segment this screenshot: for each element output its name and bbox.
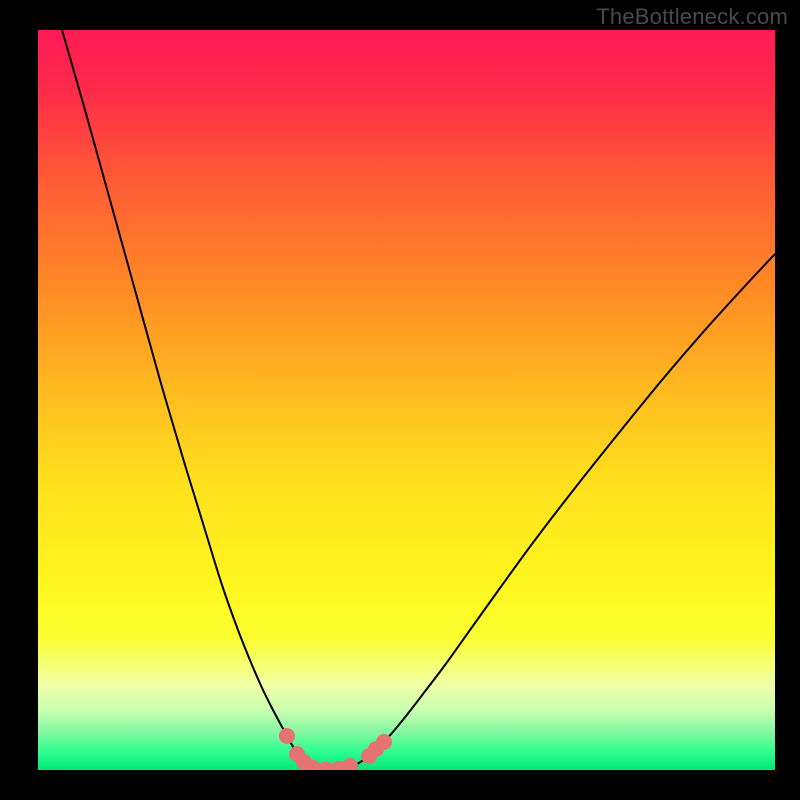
curve-overlay: [38, 30, 775, 770]
marker-dot: [376, 734, 392, 750]
curve-right: [330, 254, 775, 770]
curve-left: [62, 30, 330, 770]
marker-dot: [342, 758, 358, 770]
marker-dot: [279, 728, 295, 744]
marker-group: [279, 728, 392, 770]
watermark-text: TheBottleneck.com: [596, 4, 788, 30]
plot-area: [38, 30, 775, 770]
